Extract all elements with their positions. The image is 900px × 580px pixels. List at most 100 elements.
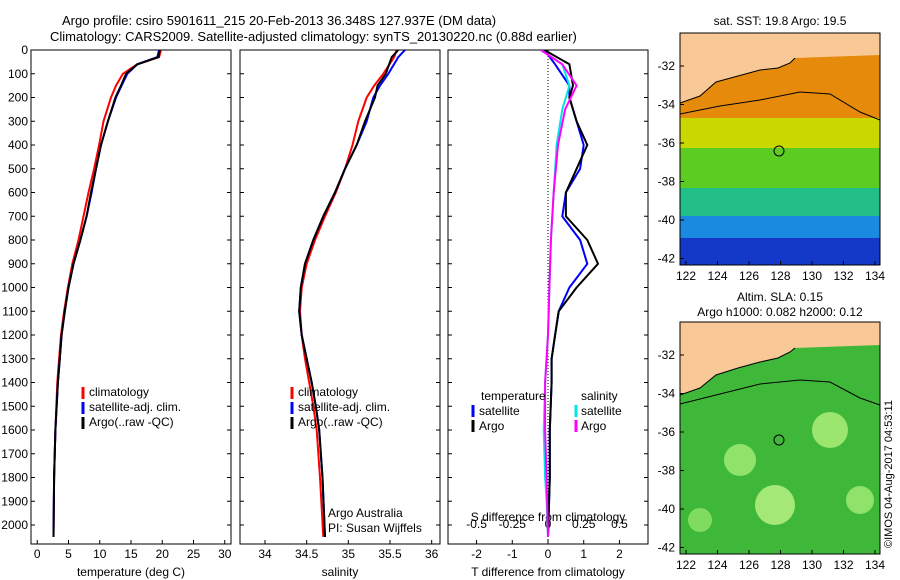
map-lat-label: -38: [658, 175, 676, 189]
map-lat-label: -40: [658, 502, 676, 516]
x-tick-label: 10: [93, 547, 107, 561]
y-tick-label: 1500: [1, 399, 28, 413]
map-lat-label: -36: [658, 425, 676, 439]
series-line: [298, 50, 406, 537]
y-tick-label: 1100: [2, 304, 28, 318]
series-line: [298, 50, 398, 537]
x-tick-label: 15: [124, 547, 138, 561]
series-line: [52, 50, 161, 537]
x-tick-label: 35.5: [378, 547, 402, 561]
x-tick-label: 0: [545, 547, 552, 561]
y-tick-label: 2000: [1, 518, 28, 532]
legend-label: temperature: [481, 389, 546, 403]
y-tick-label: 1700: [1, 447, 28, 461]
y-tick-label: 700: [8, 209, 28, 223]
legend-label: satellite: [479, 404, 520, 418]
legend-label: Argo: [581, 419, 607, 433]
map-lat-label: -34: [658, 98, 676, 112]
map-lon-label: 128: [770, 558, 790, 572]
y-tick-label: 400: [8, 138, 28, 152]
map-lat-label: -38: [658, 464, 676, 478]
legend-label: satellite-adj. clim.: [89, 400, 181, 414]
y-tick-label: 1000: [1, 281, 28, 295]
x-tick-label: 20: [156, 547, 170, 561]
s-tick-label: -0.5: [466, 517, 487, 531]
map-lon-label: 122: [676, 558, 696, 572]
map-lat-label: -42: [658, 252, 676, 266]
x-axis-label: T difference from climatology: [471, 565, 625, 579]
map-lon-label: 130: [802, 558, 822, 572]
y-tick-label: 900: [8, 257, 28, 271]
series-line: [543, 50, 600, 537]
legend-label: satellite-adj. clim.: [298, 400, 390, 414]
x-tick-label: 25: [187, 547, 201, 561]
y-tick-label: 1600: [1, 423, 28, 437]
x-axis-label: temperature (deg C): [77, 565, 185, 579]
map-lon-label: 130: [802, 269, 822, 283]
map-lat-label: -40: [658, 213, 676, 227]
map-lon-label: 124: [707, 558, 727, 572]
x-tick-label: 36: [425, 547, 439, 561]
y-tick-label: 1800: [1, 471, 28, 485]
series-line: [298, 50, 400, 537]
y-tick-label: 0: [21, 43, 28, 57]
map-lat-label: -34: [658, 387, 676, 401]
map-lat-label: -42: [658, 541, 676, 555]
x-tick-label: -1: [507, 547, 518, 561]
map-lon-label: 132: [833, 558, 853, 572]
x-tick-label: 34: [258, 547, 272, 561]
x-tick-label: 0: [34, 547, 41, 561]
x-tick-label: 1: [580, 547, 587, 561]
map-lon-label: 126: [739, 269, 759, 283]
sla-map-title-line2: Argo h1000: 0.082 h2000: 0.12: [697, 305, 863, 319]
credit-line2: PI: Susan Wijffels: [328, 521, 422, 535]
legend-label: Argo: [479, 419, 505, 433]
s-tick-label: 0.25: [572, 517, 596, 531]
series-line: [540, 50, 578, 537]
map-lon-label: 122: [676, 269, 696, 283]
legend-label: salinity: [581, 389, 618, 403]
y-tick-label: 300: [8, 114, 28, 128]
series-line: [52, 50, 161, 537]
y-tick-label: 1900: [1, 494, 28, 508]
imos-timestamp: ©IMOS 04-Aug-2017 04:53:11: [883, 400, 895, 548]
legend-label: Argo(..raw -QC): [89, 415, 174, 429]
map-lat-label: -36: [658, 136, 676, 150]
map-lon-label: 128: [770, 269, 790, 283]
map-lon-label: 126: [739, 558, 759, 572]
x-tick-label: 2: [616, 547, 623, 561]
y-tick-label: 500: [8, 162, 28, 176]
series-line: [543, 50, 589, 537]
map-lon-label: 134: [865, 269, 885, 283]
x-tick-label: 34.5: [295, 547, 319, 561]
credit-line1: Argo Australia: [328, 506, 403, 520]
legend-label: satellite: [581, 404, 622, 418]
x-tick-label: 5: [65, 547, 72, 561]
s-tick-label: -0.25: [499, 517, 527, 531]
y-tick-label: 1200: [1, 328, 28, 342]
legend-label: Argo(..raw -QC): [298, 415, 383, 429]
legend-label: climatology: [298, 385, 358, 399]
x-tick-label: -2: [471, 547, 482, 561]
x-axis-label: salinity: [322, 565, 359, 579]
panel-1-frame: [30, 49, 232, 545]
y-tick-label: 100: [8, 67, 28, 81]
y-tick-label: 1400: [1, 376, 28, 390]
map-lon-label: 134: [865, 558, 885, 572]
x-tick-label: 35: [342, 547, 356, 561]
sst-map-title: sat. SST: 19.8 Argo: 19.5: [714, 14, 847, 28]
map-lat-label: -32: [658, 59, 676, 73]
y-tick-label: 200: [8, 91, 28, 105]
y-tick-label: 800: [8, 233, 28, 247]
plot-title-line1: Argo profile: csiro 5901611_215 20-Feb-2…: [62, 13, 497, 28]
panel-2-frame: [239, 49, 441, 545]
y-tick-label: 600: [8, 186, 28, 200]
sst-map: [679, 32, 881, 266]
map-lon-label: 132: [833, 269, 853, 283]
sla-map: [679, 321, 881, 555]
y-tick-label: 1300: [1, 352, 28, 366]
plot-title-line2: Climatology: CARS2009. Satellite-adjuste…: [50, 29, 577, 44]
sla-map-title-line1: Altim. SLA: 0.15: [737, 290, 823, 304]
x-tick-label: 30: [218, 547, 232, 561]
